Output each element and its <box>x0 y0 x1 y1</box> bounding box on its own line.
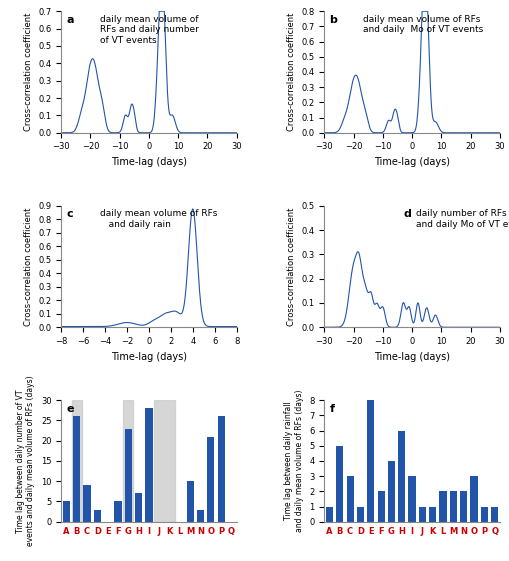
Bar <box>186 481 193 522</box>
X-axis label: Time-lag (days): Time-lag (days) <box>110 352 187 361</box>
Bar <box>154 400 175 522</box>
Bar <box>71 400 81 522</box>
X-axis label: Time-lag (days): Time-lag (days) <box>373 157 449 167</box>
Bar <box>418 507 425 522</box>
Text: b: b <box>329 15 337 25</box>
Bar <box>480 507 487 522</box>
Text: d: d <box>403 209 410 219</box>
Bar <box>124 429 132 522</box>
Bar <box>459 491 466 522</box>
Bar <box>123 400 133 522</box>
Y-axis label: Cross-correlation coefficient: Cross-correlation coefficient <box>23 13 33 131</box>
Bar <box>356 507 363 522</box>
Text: daily mean volume of RFs
and daily  Mo of VT events: daily mean volume of RFs and daily Mo of… <box>362 15 482 34</box>
Text: c: c <box>66 209 73 219</box>
Bar <box>145 408 152 522</box>
Bar <box>196 509 204 522</box>
Bar <box>114 502 121 522</box>
Bar <box>398 431 405 522</box>
Y-axis label: Cross-correlation coefficient: Cross-correlation coefficient <box>286 13 295 131</box>
Bar <box>325 507 332 522</box>
Text: a: a <box>66 15 74 25</box>
X-axis label: Time-lag (days): Time-lag (days) <box>110 157 187 167</box>
Text: daily mean volume of
RFs and daily number
of VT events: daily mean volume of RFs and daily numbe… <box>100 15 199 45</box>
Bar <box>469 476 476 522</box>
Bar <box>207 436 214 522</box>
Y-axis label: Cross-correlation coefficient: Cross-correlation coefficient <box>286 207 295 326</box>
Bar <box>408 476 415 522</box>
Bar <box>94 509 101 522</box>
Text: e: e <box>66 404 74 414</box>
Bar <box>73 416 80 522</box>
Bar <box>377 491 384 522</box>
Bar <box>439 491 446 522</box>
Bar <box>83 485 91 522</box>
Y-axis label: Time lag between daily rainfall
and daily mean volume of RFs (days): Time lag between daily rainfall and dail… <box>284 390 303 532</box>
Text: daily number of RFs
and daily Mo of VT events: daily number of RFs and daily Mo of VT e… <box>415 209 509 229</box>
Text: f: f <box>329 404 334 414</box>
Bar <box>449 491 456 522</box>
Text: daily mean volume of RFs
   and daily rain: daily mean volume of RFs and daily rain <box>100 209 217 229</box>
Bar <box>335 446 343 522</box>
Bar <box>490 507 497 522</box>
Y-axis label: Time lag between daily number of VT
events and daily mean volume of RFs (days): Time lag between daily number of VT even… <box>16 376 35 546</box>
Bar <box>387 461 394 522</box>
Bar <box>346 476 353 522</box>
Bar <box>63 502 70 522</box>
Bar <box>366 400 374 522</box>
Bar <box>428 507 436 522</box>
Bar <box>217 416 224 522</box>
Y-axis label: Cross-correlation coefficient: Cross-correlation coefficient <box>23 207 33 326</box>
Bar <box>135 493 142 522</box>
X-axis label: Time-lag (days): Time-lag (days) <box>373 352 449 361</box>
